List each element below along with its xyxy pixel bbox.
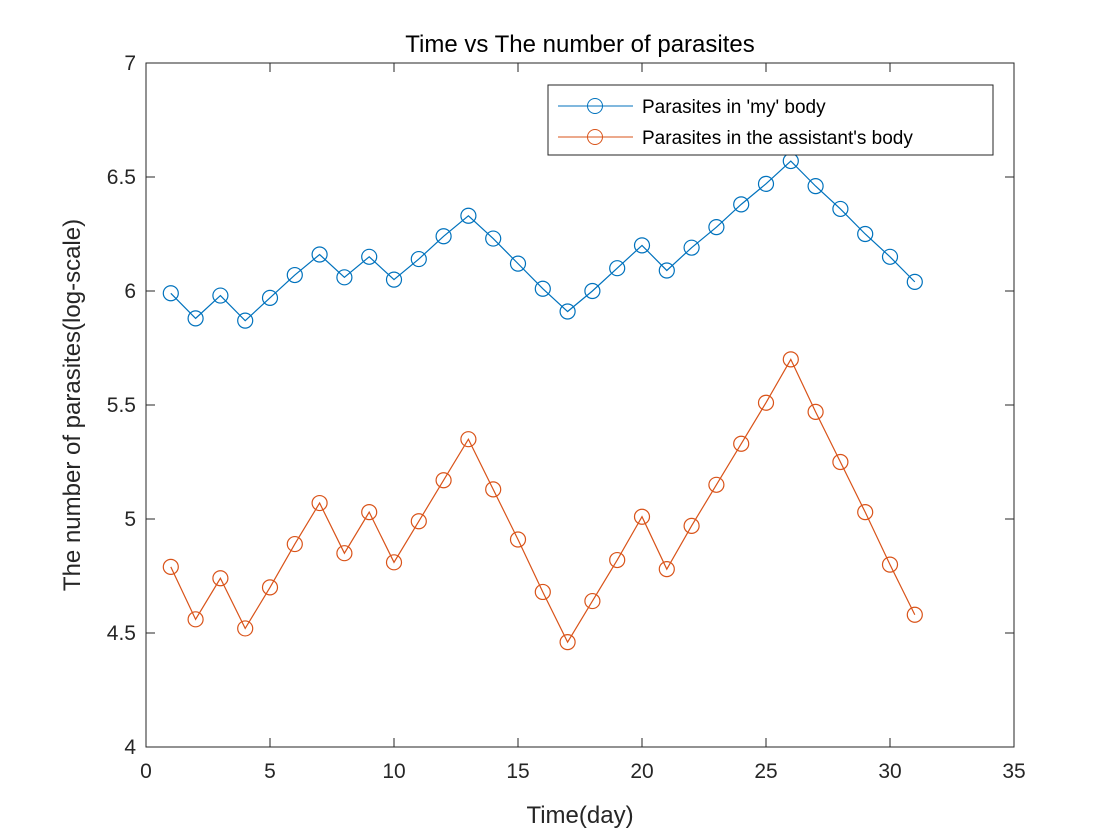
series-1-point [633,237,651,254]
series-1-point [261,289,279,306]
series-2-point [559,634,576,651]
x-tick-label: 5 [264,760,276,783]
series-2-point [609,551,626,569]
series-1-point [361,248,378,265]
series-1-point [237,312,254,329]
x-tick-label: 35 [1002,760,1025,783]
series-2-point [658,561,675,578]
legend-marker-series-1 [587,98,603,114]
series-2-point [708,476,725,493]
series-2-point [832,453,849,471]
legend-label-series-2: Parasites in the assistant's body [642,128,913,149]
series-1-point [832,200,849,218]
series-2-point [485,481,502,498]
y-tick-label: 6 [124,280,136,303]
series-1-point [757,175,775,192]
series-1-point [385,271,403,288]
series-1-point [187,310,204,327]
x-axis: 0 5 10 15 20 25 30 35 [140,63,1026,783]
series-1-point [881,248,899,265]
x-tick-label: 15 [506,760,529,783]
y-tick-label: 5.5 [107,394,136,417]
series-2-point [857,504,874,521]
y-tick-label: 6.5 [107,166,136,189]
series-2-point [906,606,923,623]
series-2-point [336,545,353,562]
chart-title: Time vs The number of parasites [405,31,754,58]
series-1-point [460,207,477,224]
series-2-point [237,620,254,637]
x-tick-label: 20 [630,760,653,783]
series-1-point [534,280,551,297]
series-2-point [410,513,427,530]
series-2-point [385,554,403,571]
series-2-point [261,579,279,596]
series-1-point [212,287,229,304]
x-tick-label: 25 [754,760,777,783]
y-tick-label: 4.5 [107,622,136,645]
series-1-point [311,246,328,263]
series-2-point [782,351,799,368]
series-layer [162,152,923,651]
series-1-point [733,196,750,213]
series-1-point [857,225,874,243]
legend: Parasites in 'my' body Parasites in the … [547,84,994,156]
series-2-point [311,494,328,512]
series-2-point [584,592,601,610]
x-tick-label: 30 [878,760,901,783]
series-2-point [212,570,229,587]
series-2-point [162,558,179,575]
x-tick-label: 10 [382,760,405,783]
y-axis: 4 4.5 5 5.5 6 6.5 7 [107,52,1014,759]
series-2-point [733,435,750,452]
series-1-point [683,239,700,256]
series-1-point [609,260,626,277]
series-2-point [286,535,303,553]
y-tick-label: 4 [124,736,136,759]
series-1-point [906,273,923,290]
legend-marker-series-2 [587,129,603,145]
series-2-point [534,583,551,601]
x-tick-label: 0 [140,760,152,783]
y-axis-label: The number of parasites(log-scale) [59,219,86,591]
series-line-1 [170,160,916,322]
legend-label-series-1: Parasites in 'my' body [642,97,826,118]
plot-area [145,62,1015,748]
y-tick-label: 5 [124,508,136,531]
series-1-point [286,266,303,284]
series-1-point [410,250,427,268]
x-axis-label: Time(day) [526,802,633,829]
series-1-point [435,228,452,245]
series-1-point [336,269,353,286]
series-1-point [162,285,179,302]
series-2-point [633,508,651,525]
series-2-point [460,431,477,448]
series-1-point [559,303,576,320]
series-1-point [584,282,601,300]
series-2-point [187,611,204,628]
series-2-point [881,556,899,573]
series-line-2 [170,358,916,644]
legend-box [547,84,994,156]
series-2-point [435,472,452,489]
series-2-point [361,504,378,521]
y-tick-label: 7 [124,52,136,75]
series-1-point [509,255,527,272]
series-1-point [807,178,824,195]
series-1-point [708,219,725,236]
series-2-point [509,531,527,548]
series-1-point [485,230,502,247]
series-1-point [658,262,675,279]
series-2-point [757,394,775,411]
series-2-point [683,517,700,534]
series-2-point [807,403,824,420]
